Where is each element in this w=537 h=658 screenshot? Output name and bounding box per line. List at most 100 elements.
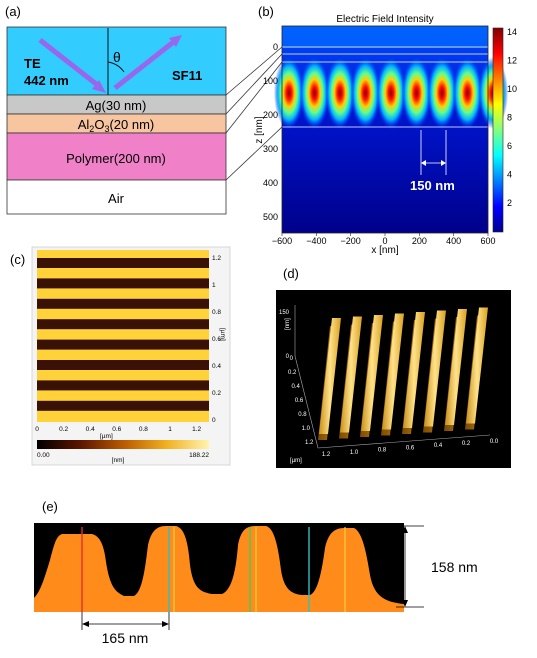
period-annotation: 165 nm xyxy=(102,630,149,646)
afm-x-tick: 0.2 xyxy=(59,426,68,433)
y-tick-label: 300 xyxy=(263,144,278,154)
panel-c: (c) 0 0.2 0.4 0.6 0.8 1 1.2 1.210.80.60.40.20 … xyxy=(10,246,231,466)
panel-a-label: (a) xyxy=(5,4,21,19)
left-axis-unit: [µm] xyxy=(290,458,302,464)
bottom-axis-tick: 0.8 xyxy=(378,448,387,454)
ridge-top xyxy=(319,318,341,434)
x-axis-label: x [nm] xyxy=(371,245,398,256)
polymer-layer xyxy=(6,132,227,181)
bottom-axis-tick: 0.2 xyxy=(462,441,471,447)
colorbar-tick-label: 4 xyxy=(507,170,512,180)
left-axis-tick: 0.2 xyxy=(288,370,297,376)
bottom-axis-tick: 0.6 xyxy=(406,445,415,451)
panel-e: (e) 158 nm 165 nm xyxy=(34,499,478,646)
dark-stripe xyxy=(37,400,209,411)
connector-line xyxy=(225,61,283,134)
field-map-hotspots xyxy=(274,57,508,129)
afm-y-unit: [µm] xyxy=(219,328,226,341)
air-label: Air xyxy=(108,191,125,206)
dark-stripe xyxy=(37,380,209,391)
ridge-top xyxy=(403,312,425,428)
afm-y-tick: 0.2 xyxy=(212,390,221,397)
ridge-top xyxy=(424,310,446,427)
y-axis-ticks: 0 100 200 300 400 500 xyxy=(263,42,278,222)
wave-label: TE xyxy=(24,56,41,71)
arrow-right-icon xyxy=(441,160,446,166)
field-map-top-band xyxy=(282,26,488,48)
colorbar-tick-label: 2 xyxy=(507,198,512,208)
panel-b: (b) Electric Field Intensity 150 nm −600… xyxy=(254,4,517,256)
hotspot xyxy=(452,57,483,129)
afm-cbar-unit: [nm] xyxy=(112,457,125,464)
field-map-background xyxy=(282,26,488,233)
z-top-tick: 150 xyxy=(279,310,290,316)
afm-x-tick: 1 xyxy=(168,426,172,433)
colorbar-tick-label: 10 xyxy=(507,84,517,94)
colorbar-tick-label: 8 xyxy=(507,113,512,123)
wavelength-label: 442 nm xyxy=(24,73,69,88)
y-tick-label: 100 xyxy=(263,76,278,86)
panel-b-label: (b) xyxy=(258,4,274,19)
hotspot xyxy=(274,57,304,129)
left-axis-tick: 0.8 xyxy=(298,412,307,418)
left-axis-tick: 0.4 xyxy=(291,384,300,390)
connector-line xyxy=(225,46,283,96)
bottom-axis-tick: 1.2 xyxy=(322,452,331,458)
left-axis-tick: 0.6 xyxy=(295,398,304,404)
x-tick-label: 0 xyxy=(382,236,387,246)
afm-x-tick: 0.4 xyxy=(86,426,95,433)
left-axis-ticks: 0 0.2 0.4 0.6 0.8 1.0 1.2 xyxy=(288,356,314,446)
x-tick-label: 200 xyxy=(412,236,427,246)
reflected-arrow-icon xyxy=(169,35,182,47)
theta-arc xyxy=(107,61,125,73)
bottom-axis-tick: 1.0 xyxy=(350,450,359,456)
afm-colorbar xyxy=(37,440,209,449)
afm-x-tick: 0 xyxy=(35,426,39,433)
afm-x-tick: 0.6 xyxy=(112,426,121,433)
hotspot xyxy=(376,57,406,129)
prism-label: SF11 xyxy=(172,68,202,83)
panel-c-label: (c) xyxy=(10,252,25,267)
panel-a: (a) θ TE 442 nm SF11 Ag(30 nm) Al2O3(20 … xyxy=(5,4,283,215)
y-tick-label: 400 xyxy=(263,178,278,188)
arrow-up-icon xyxy=(402,526,408,533)
air-layer xyxy=(6,179,227,215)
left-axis-tick: 0 xyxy=(290,356,294,362)
incident-arrow-icon xyxy=(92,80,106,93)
arrow-left-icon xyxy=(421,160,426,166)
x-axis-ticks: −600 −400 −200 0 200 400 600 xyxy=(272,233,496,246)
afm-cbar-max: 188.22 xyxy=(189,452,209,459)
x-tick-label: −400 xyxy=(306,236,326,246)
afm-y-tick: 0 xyxy=(212,417,216,424)
ridge-top xyxy=(382,313,404,430)
afm-y-tick: 0.4 xyxy=(212,363,221,370)
dark-stripe xyxy=(37,278,209,289)
dark-stripe xyxy=(37,258,209,268)
bottom-axis xyxy=(317,434,491,449)
afm-y-ticks: 1.2 1 0.8 0.6 0.4 0.2 0 xyxy=(212,255,221,424)
incident-beam xyxy=(38,38,102,89)
polymer-label: Polymer(200 nm) xyxy=(66,151,166,166)
x-tick-label: 600 xyxy=(480,236,495,246)
afm-y-tick: 1.2 xyxy=(212,255,221,262)
bottom-axis-tick: 0.4 xyxy=(434,443,443,449)
left-axis-tick: 1.2 xyxy=(305,440,314,446)
colorbar-ticks: 14 12 10 8 6 4 2 xyxy=(507,27,517,208)
al2o3-label: Al2O3(20 nm) xyxy=(78,117,155,134)
height-profile xyxy=(34,526,404,612)
afm-3d-ridges xyxy=(318,307,488,440)
ridge-top xyxy=(340,316,362,433)
y-tick-label: 500 xyxy=(263,212,278,222)
ridge-top xyxy=(466,307,488,424)
dark-stripe xyxy=(37,298,209,309)
y-tick-label: 200 xyxy=(263,110,278,120)
hotspot xyxy=(401,57,432,129)
dark-stripe xyxy=(37,319,209,330)
left-axis-tick: 1.0 xyxy=(302,426,311,432)
afm-y-tick: 0.6 xyxy=(212,336,221,343)
y-tick-label: 0 xyxy=(273,42,278,52)
afm-x-unit: [µm] xyxy=(100,433,113,440)
field-map-title: Electric Field Intensity xyxy=(336,14,433,25)
afm-x-tick: 0.8 xyxy=(139,426,148,433)
